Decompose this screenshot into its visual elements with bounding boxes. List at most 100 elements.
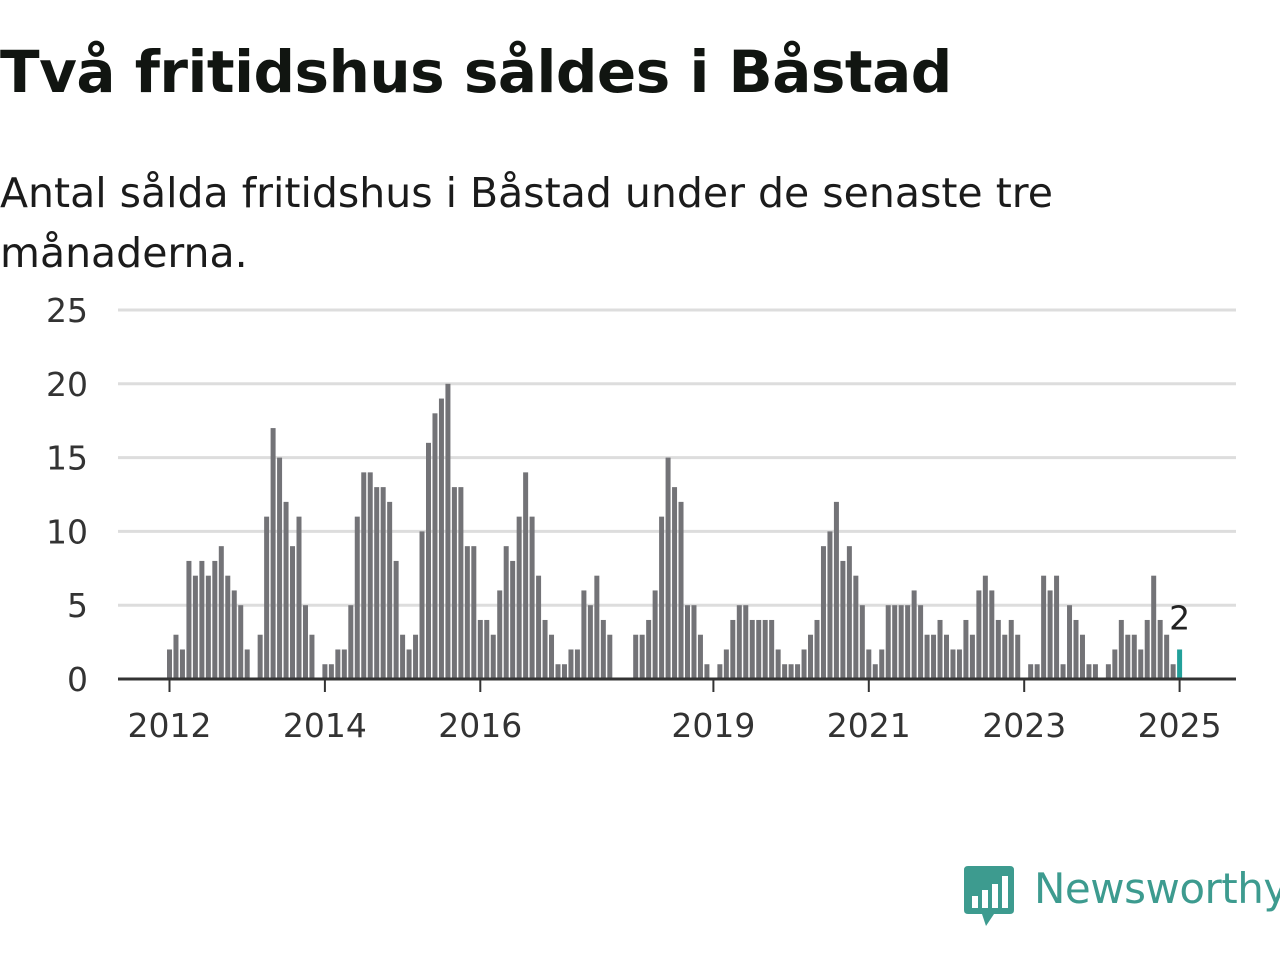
bar	[1144, 619, 1150, 679]
bar	[490, 634, 496, 679]
x-tick-label-2025: 2025	[1138, 706, 1222, 745]
bar	[808, 634, 814, 679]
bar	[471, 546, 477, 679]
bar	[840, 560, 846, 679]
bar	[678, 501, 684, 679]
bar	[924, 634, 930, 679]
bar	[277, 457, 283, 679]
bar	[594, 575, 600, 679]
bar	[218, 546, 224, 679]
bar	[244, 649, 250, 679]
bar	[931, 634, 937, 679]
bar	[574, 649, 580, 679]
bar	[503, 546, 509, 679]
bar	[477, 619, 483, 679]
bar	[179, 649, 185, 679]
bar	[484, 619, 490, 679]
bar	[607, 634, 613, 679]
bar	[587, 605, 593, 679]
bar	[659, 516, 665, 679]
bar	[1054, 575, 1060, 679]
bar	[995, 619, 1001, 679]
bar	[1073, 619, 1079, 679]
bar	[1047, 590, 1053, 679]
bar	[820, 546, 826, 679]
bar	[1028, 664, 1034, 679]
bar	[348, 605, 354, 679]
bar	[419, 531, 425, 679]
y-axis-ticks: 0 5 10 15 20 25	[46, 291, 88, 699]
bar	[413, 634, 419, 679]
bar	[257, 634, 263, 679]
bar	[1105, 664, 1111, 679]
bar	[529, 516, 535, 679]
bar	[322, 664, 328, 679]
y-tick-label-5: 5	[67, 586, 88, 625]
bar	[1002, 634, 1008, 679]
bar	[335, 649, 341, 679]
bar	[639, 634, 645, 679]
bar	[762, 619, 768, 679]
bar	[646, 619, 652, 679]
bar	[290, 546, 296, 679]
bar	[736, 605, 742, 679]
bar	[283, 501, 289, 679]
bar	[1060, 664, 1066, 679]
x-tick-label-2019: 2019	[671, 706, 755, 745]
bar	[1164, 634, 1170, 679]
bar	[568, 649, 574, 679]
bar	[652, 590, 658, 679]
bar	[1131, 634, 1137, 679]
bar	[600, 619, 606, 679]
x-axis-ticks: 2012 2014 2016 2019 2021 2023 2025	[128, 679, 1222, 745]
bar	[451, 487, 457, 679]
bar	[542, 619, 548, 679]
bar	[536, 575, 542, 679]
bar	[749, 619, 755, 679]
bar	[1067, 605, 1073, 679]
bar	[937, 619, 943, 679]
y-tick-label-25: 25	[46, 291, 88, 330]
x-tick-label-2016: 2016	[438, 706, 522, 745]
bar	[510, 560, 516, 679]
brand-name: Newsworthy	[1034, 864, 1280, 913]
bar	[1112, 649, 1118, 679]
bar	[173, 634, 179, 679]
bar	[872, 664, 878, 679]
bar	[231, 590, 237, 679]
bar	[814, 619, 820, 679]
bar	[1151, 575, 1157, 679]
chart-subtitle: Antal sålda fritidshus i Båstad under de…	[0, 169, 1053, 277]
bar	[341, 649, 347, 679]
bar	[769, 619, 775, 679]
bar	[458, 487, 464, 679]
bar	[918, 605, 924, 679]
x-tick-label-2014: 2014	[283, 706, 367, 745]
bar	[788, 664, 794, 679]
y-tick-label-20: 20	[46, 365, 88, 404]
bar	[833, 501, 839, 679]
bar	[827, 531, 833, 679]
chart-title: Två fritidshus såldes i Båstad	[0, 38, 952, 106]
bar	[1125, 634, 1131, 679]
bar	[944, 634, 949, 679]
bar	[885, 605, 891, 679]
bar	[581, 590, 587, 679]
bar	[302, 605, 308, 679]
bar	[1015, 634, 1021, 679]
bar	[1041, 575, 1047, 679]
x-tick-label-2021: 2021	[827, 706, 911, 745]
bar	[328, 664, 334, 679]
bar	[523, 472, 529, 679]
bar	[1092, 664, 1098, 679]
bar	[892, 605, 898, 679]
bar	[199, 560, 205, 679]
bar	[264, 516, 270, 679]
y-tick-label-15: 15	[46, 439, 88, 478]
bar	[723, 649, 729, 679]
bar	[549, 634, 555, 679]
bar	[898, 605, 904, 679]
bar	[976, 590, 982, 679]
bar	[775, 649, 781, 679]
